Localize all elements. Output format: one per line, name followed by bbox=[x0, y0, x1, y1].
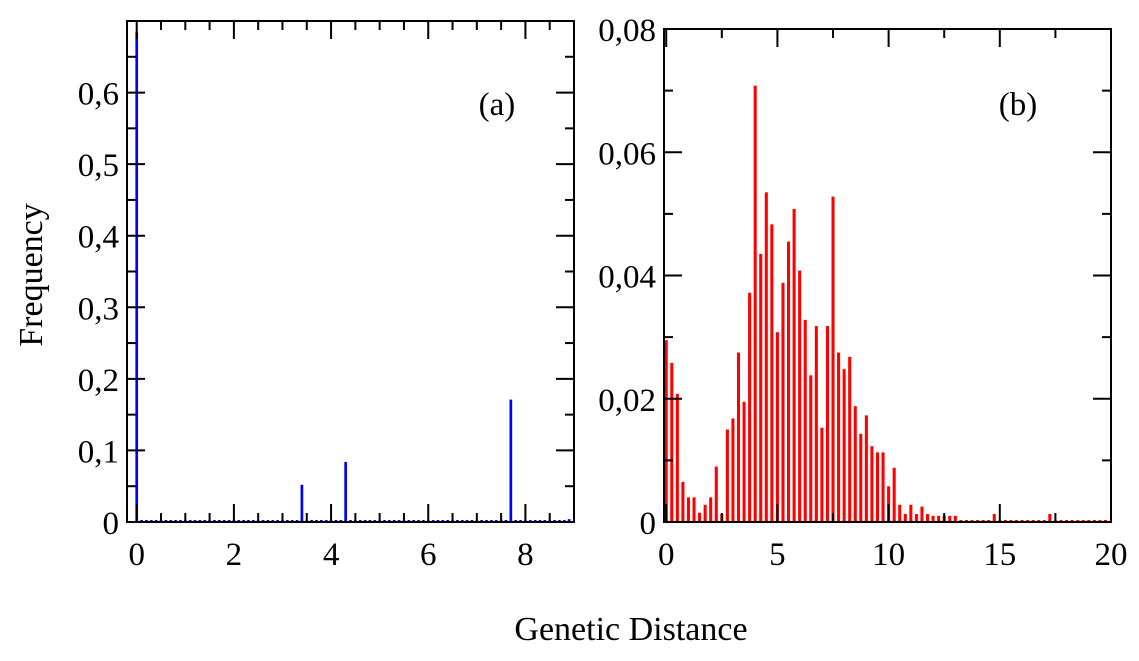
bar-b-14 bbox=[742, 401, 746, 522]
y-tick-label-b: 0,06 bbox=[598, 136, 656, 172]
bar-b-23 bbox=[792, 208, 796, 522]
y-tick-label-a: 0,5 bbox=[78, 148, 119, 184]
bar-b-48 bbox=[931, 515, 935, 522]
bar-b-53 bbox=[992, 513, 996, 522]
bar-b-25 bbox=[803, 319, 807, 522]
bar-b-45 bbox=[914, 513, 918, 522]
y-tick-label-b: 0 bbox=[640, 506, 657, 542]
plot-frame-b bbox=[663, 28, 1112, 523]
y-tick-label-a: 0,2 bbox=[78, 363, 119, 399]
bar-b-27 bbox=[814, 326, 818, 522]
bar-b-33 bbox=[848, 356, 852, 522]
bar-b-49 bbox=[937, 515, 941, 522]
bar-b-6 bbox=[698, 512, 702, 522]
bar-b-47 bbox=[926, 513, 930, 522]
bar-b-42 bbox=[898, 504, 902, 522]
x-tick-label-b: 0 bbox=[658, 537, 675, 573]
bar-b-12 bbox=[731, 418, 735, 522]
bar-b-51 bbox=[948, 515, 952, 522]
y-tick-label-a: 0 bbox=[103, 506, 120, 542]
bar-b-5 bbox=[692, 497, 696, 522]
panel-label-b: (b) bbox=[999, 87, 1037, 123]
x-tick-label-a: 0 bbox=[128, 537, 145, 573]
bar-b-43 bbox=[903, 513, 907, 522]
bar-b-9 bbox=[714, 466, 718, 522]
bar-b-18 bbox=[764, 192, 768, 522]
bar-b-0 bbox=[664, 340, 668, 522]
x-tick-label-a: 8 bbox=[517, 537, 534, 573]
bar-a-4 bbox=[567, 519, 571, 522]
bar-b-16 bbox=[753, 85, 757, 522]
x-tick-label-b: 10 bbox=[872, 537, 905, 573]
x-tick-label-a: 6 bbox=[420, 537, 437, 573]
y-tick-label-a: 0,3 bbox=[78, 291, 119, 327]
panel-label-a: (a) bbox=[479, 87, 516, 123]
bar-b-13 bbox=[736, 352, 741, 522]
bar-b-41 bbox=[892, 467, 896, 522]
bar-b-52 bbox=[953, 515, 957, 522]
bar-a-3 bbox=[509, 399, 513, 522]
bar-b-11 bbox=[725, 429, 729, 522]
y-tick-label-a: 0,6 bbox=[78, 77, 119, 113]
bar-b-26 bbox=[809, 375, 813, 522]
bar-b-54 bbox=[1048, 513, 1052, 522]
bar-b-2 bbox=[675, 393, 679, 522]
y-tick-label-b: 0,02 bbox=[598, 383, 656, 419]
bar-b-24 bbox=[798, 270, 802, 522]
bar-b-22 bbox=[787, 241, 791, 522]
bar-b-46 bbox=[920, 506, 924, 522]
panel-a: 0 2 4 6 8 0 0,1 0,2 0,3 0,4 0,5 0,6 (a) bbox=[78, 20, 575, 573]
x-tick-label-a: 4 bbox=[323, 537, 340, 573]
bar-b-19 bbox=[770, 224, 774, 522]
bar-b-8 bbox=[709, 497, 713, 522]
y-tick-label-b: 0,08 bbox=[598, 13, 656, 49]
bar-b-37 bbox=[870, 446, 874, 522]
bar-b-28 bbox=[820, 427, 824, 522]
bar-b-20 bbox=[775, 332, 779, 522]
panel-b: 0 5 10 15 20 0 0,02 0,04 0,06 0,08 (b) bbox=[598, 13, 1127, 573]
bar-a-1 bbox=[300, 484, 304, 522]
bar-b-29 bbox=[825, 326, 829, 522]
bar-b-21 bbox=[781, 282, 785, 522]
bar-a-2 bbox=[344, 461, 347, 522]
x-tick-label-a: 2 bbox=[226, 537, 243, 573]
bar-b-31 bbox=[837, 352, 841, 522]
bar-b-4 bbox=[686, 497, 690, 522]
bar-b-39 bbox=[881, 452, 885, 522]
bar-b-17 bbox=[759, 253, 763, 522]
y-axis-label: Frequency bbox=[13, 203, 50, 347]
x-axis-label: Genetic Distance bbox=[514, 611, 747, 648]
bar-b-34 bbox=[853, 406, 857, 522]
y-tick-label-b: 0,04 bbox=[598, 260, 656, 296]
y-tick-label-a: 0,1 bbox=[78, 434, 119, 470]
bar-b-36 bbox=[864, 415, 868, 522]
y-tick-label-a: 0,4 bbox=[78, 220, 119, 256]
bar-b-44 bbox=[909, 504, 913, 522]
x-tick-label-b: 20 bbox=[1095, 537, 1128, 573]
x-tick-label-b: 15 bbox=[983, 537, 1016, 573]
bar-b-15 bbox=[748, 292, 752, 522]
bar-b-7 bbox=[703, 504, 707, 522]
bar-a-0 bbox=[135, 31, 139, 522]
bar-b-30 bbox=[831, 196, 835, 522]
bar-b-32 bbox=[842, 369, 846, 522]
bar-b-3 bbox=[681, 481, 685, 522]
x-tick-label-b: 5 bbox=[769, 537, 786, 573]
bar-b-35 bbox=[859, 433, 863, 522]
bar-b-1 bbox=[670, 363, 674, 522]
bar-b-38 bbox=[875, 452, 880, 522]
